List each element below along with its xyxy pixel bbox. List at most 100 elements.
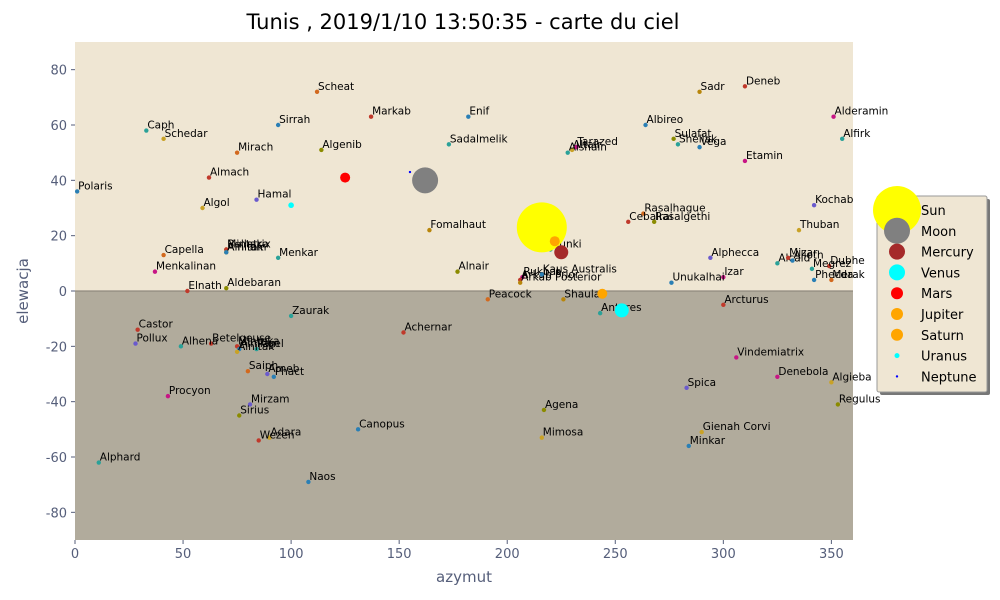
star-label: Sirius [240, 405, 269, 417]
star-point [775, 261, 780, 266]
body-venus-point [614, 303, 629, 318]
star-label: Alphecca [711, 247, 759, 259]
star-label: Mintaka [238, 335, 280, 347]
star-point [224, 286, 229, 291]
star-label: Sadalmelik [450, 133, 509, 145]
x-tick-label: 250 [603, 547, 628, 562]
star-label: Phact [275, 366, 304, 378]
star-point [161, 136, 166, 142]
star-point [355, 427, 361, 432]
star-label: Naos [309, 471, 335, 483]
star-point [671, 136, 676, 142]
star-point [96, 460, 101, 465]
star-point [574, 144, 579, 150]
star-label: Regulus [839, 393, 881, 405]
star-point [669, 280, 674, 285]
legend-label: Mars [921, 287, 953, 302]
star-label: Markab [372, 106, 411, 118]
star-point [641, 211, 646, 216]
star-point [247, 402, 253, 407]
star-label: Shaula [564, 288, 600, 300]
x-tick-label: 350 [819, 547, 844, 562]
star-point [829, 380, 834, 385]
star-label: Procyon [169, 385, 211, 397]
star-label: Alcaid [778, 252, 810, 264]
star-label: Alnilam [227, 241, 266, 253]
star-point [517, 280, 523, 285]
legend-marker [889, 264, 905, 281]
star-label: Alfirk [843, 128, 871, 140]
star-label: Capella [165, 244, 204, 256]
star-point [265, 371, 270, 377]
star-point [224, 250, 229, 255]
star-label: Kaus Australis [543, 263, 617, 275]
star-point [809, 266, 815, 272]
star-point [275, 122, 281, 128]
star-label: Betelgeuse [212, 333, 271, 345]
star-label: Rigel [258, 338, 284, 350]
star-label: Alnitak [227, 241, 264, 253]
star-label: Castor [139, 319, 174, 331]
star-point [643, 122, 648, 128]
star-point [275, 255, 281, 260]
star-point [271, 374, 277, 379]
star-point [675, 142, 681, 147]
star-label: Adara [271, 427, 302, 439]
star-label: Pollux [137, 333, 168, 345]
legend-label: Uranus [921, 350, 967, 365]
star-label: Achernar [404, 322, 452, 334]
star-label: Alnitak [238, 341, 275, 353]
legend-label: Mercury [921, 246, 974, 261]
star-label: Sadr [701, 81, 726, 93]
x-tick-label: 50 [175, 547, 192, 562]
star-label: Hamal [258, 189, 292, 201]
star-point [708, 255, 713, 260]
star-label: Dubhe [830, 255, 865, 267]
legend-box [876, 195, 988, 393]
star-point [314, 89, 320, 95]
star-label: Tarazed [576, 136, 618, 148]
star-point [234, 150, 240, 155]
star-point [699, 429, 704, 435]
star-point [254, 197, 259, 202]
star-point [686, 443, 691, 449]
star-point [206, 175, 212, 180]
star-label: Fomalhaut [430, 219, 486, 231]
legend-label: Saturn [921, 329, 964, 344]
star-point [446, 142, 452, 147]
star-label: Spica [688, 377, 716, 389]
legend-label: Sun [921, 204, 946, 219]
star-point [827, 263, 832, 269]
star-label: Cebalrai [629, 211, 672, 223]
y-tick-label: 40 [50, 174, 67, 189]
star-label: Menkar [279, 247, 319, 259]
star-point [485, 297, 490, 302]
y-tick-label: -40 [46, 396, 67, 411]
star-label: Alnair [459, 261, 490, 273]
star-label: Arcturus [724, 294, 768, 306]
star-point [74, 189, 80, 194]
star-point [835, 402, 841, 407]
legend-marker [873, 186, 921, 234]
star-point [135, 327, 140, 332]
star-point [267, 435, 272, 440]
star-label: Rasalgethi [655, 211, 710, 223]
body-saturn-point [549, 236, 560, 247]
star-point [684, 385, 689, 391]
star-label: Denebola [778, 366, 828, 378]
star-point [721, 274, 726, 280]
star-point [541, 407, 547, 413]
planet-markers [288, 167, 629, 318]
body-mars-point [340, 172, 351, 183]
star-label: Unukalhai [672, 272, 724, 284]
star-point [178, 344, 184, 349]
star-label: Megrez [813, 258, 852, 270]
star-point [208, 341, 214, 346]
star-label: Sulafat [675, 128, 712, 140]
star-point [254, 346, 259, 352]
star-point [288, 313, 294, 319]
star-label: Kochab [815, 194, 854, 206]
legend-marker [884, 217, 910, 244]
body-mercury-point [554, 245, 569, 260]
star-point [651, 219, 657, 225]
